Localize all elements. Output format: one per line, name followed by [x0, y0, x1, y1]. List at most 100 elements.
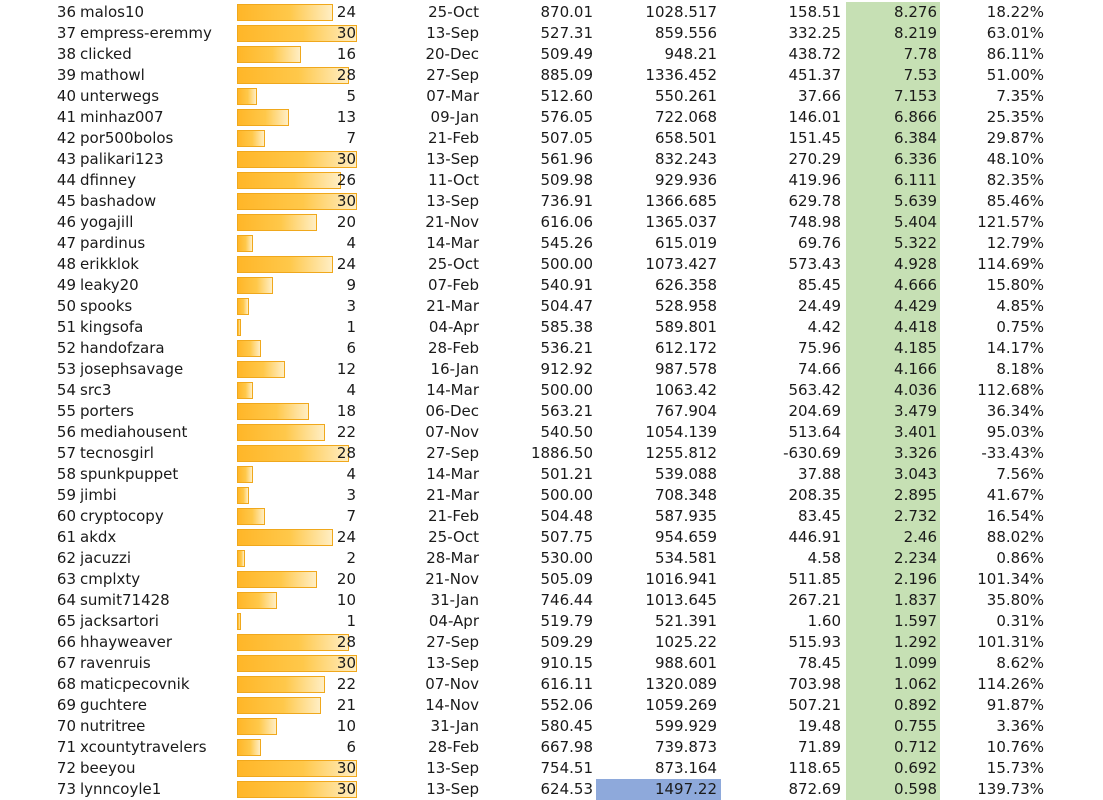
rank-cell[interactable]: 68 — [56, 675, 76, 693]
percent-cell[interactable]: 91.87% — [986, 696, 1044, 714]
value-cell[interactable]: 545.26 — [540, 234, 594, 252]
difference-cell[interactable]: 438.72 — [788, 45, 842, 63]
value-cell[interactable]: 832.243 — [654, 150, 717, 168]
rank-cell[interactable]: 55 — [56, 402, 76, 420]
bar-cell[interactable]: 30 — [236, 149, 358, 170]
value-cell[interactable]: 988.601 — [654, 654, 717, 672]
ratio-cell[interactable]: 1.292 — [846, 632, 940, 653]
bar-cell[interactable]: 30 — [236, 191, 358, 212]
ratio-cell[interactable]: 3.479 — [846, 401, 940, 422]
username-cell[interactable]: palikari123 — [80, 150, 164, 168]
date-cell[interactable]: 28-Feb — [427, 738, 479, 756]
username-cell[interactable]: kingsofa — [80, 318, 144, 336]
percent-cell[interactable]: 0.31% — [996, 612, 1044, 630]
value-cell[interactable]: 736.91 — [540, 192, 594, 210]
ratio-cell[interactable]: 3.043 — [846, 464, 940, 485]
bar-cell[interactable]: 7 — [236, 128, 358, 149]
bar-cell[interactable]: 10 — [236, 716, 358, 737]
percent-cell[interactable]: 15.73% — [986, 759, 1044, 777]
ratio-cell[interactable]: 6.111 — [846, 170, 940, 191]
date-cell[interactable]: 25-Oct — [428, 255, 479, 273]
username-cell[interactable]: mediahousent — [80, 423, 188, 441]
difference-cell[interactable]: 37.66 — [798, 87, 841, 105]
rank-cell[interactable]: 69 — [56, 696, 76, 714]
difference-cell[interactable]: 69.76 — [798, 234, 841, 252]
difference-cell[interactable]: 573.43 — [788, 255, 842, 273]
date-cell[interactable]: 07-Mar — [426, 87, 479, 105]
rank-cell[interactable]: 64 — [56, 591, 76, 609]
date-cell[interactable]: 13-Sep — [426, 654, 479, 672]
username-cell[interactable]: bashadow — [80, 192, 157, 210]
difference-cell[interactable]: 446.91 — [788, 528, 842, 546]
value-cell[interactable]: 1025.22 — [654, 633, 717, 651]
rank-cell[interactable]: 70 — [56, 717, 76, 735]
date-cell[interactable]: 09-Jan — [430, 108, 479, 126]
bar-cell[interactable]: 24 — [236, 527, 358, 548]
difference-cell[interactable]: 511.85 — [788, 570, 842, 588]
value-cell[interactable]: 767.904 — [654, 402, 717, 420]
rank-cell[interactable]: 42 — [56, 129, 76, 147]
value-cell[interactable]: 859.556 — [654, 24, 717, 42]
difference-cell[interactable]: 563.42 — [788, 381, 842, 399]
ratio-cell[interactable]: 4.418 — [846, 317, 940, 338]
ratio-cell[interactable]: 4.666 — [846, 275, 940, 296]
bar-cell[interactable]: 10 — [236, 590, 358, 611]
percent-cell[interactable]: 7.35% — [996, 87, 1044, 105]
value-cell[interactable]: 1366.685 — [645, 192, 717, 210]
username-cell[interactable]: empress-eremmy — [80, 24, 212, 42]
username-cell[interactable]: spunkpuppet — [80, 465, 179, 483]
value-cell[interactable]: 929.936 — [654, 171, 717, 189]
rank-cell[interactable]: 43 — [56, 150, 76, 168]
difference-cell[interactable]: 204.69 — [788, 402, 842, 420]
bar-cell[interactable]: 2 — [236, 548, 358, 569]
value-cell[interactable]: 722.068 — [654, 108, 717, 126]
date-cell[interactable]: 27-Sep — [426, 66, 479, 84]
value-cell[interactable]: 658.501 — [654, 129, 717, 147]
date-cell[interactable]: 27-Sep — [426, 444, 479, 462]
rank-cell[interactable]: 52 — [56, 339, 76, 357]
value-cell[interactable]: 912.92 — [540, 360, 594, 378]
date-cell[interactable]: 13-Sep — [426, 150, 479, 168]
percent-cell[interactable]: 14.17% — [986, 339, 1044, 357]
bar-cell[interactable]: 28 — [236, 632, 358, 653]
rank-cell[interactable]: 51 — [56, 318, 76, 336]
ratio-cell[interactable]: 2.895 — [846, 485, 940, 506]
difference-cell[interactable]: 515.93 — [788, 633, 842, 651]
rank-cell[interactable]: 44 — [56, 171, 76, 189]
value-cell[interactable]: 885.09 — [540, 66, 594, 84]
bar-cell[interactable]: 30 — [236, 23, 358, 44]
ratio-cell[interactable]: 0.692 — [846, 758, 940, 779]
username-cell[interactable]: src3 — [80, 381, 112, 399]
value-cell[interactable]: 667.98 — [540, 738, 594, 756]
value-cell[interactable]: 616.06 — [540, 213, 594, 231]
rank-cell[interactable]: 65 — [56, 612, 76, 630]
value-cell[interactable]: 870.01 — [540, 3, 594, 21]
value-cell[interactable]: 507.75 — [540, 528, 594, 546]
rank-cell[interactable]: 39 — [56, 66, 76, 84]
date-cell[interactable]: 04-Apr — [428, 318, 479, 336]
username-cell[interactable]: pardinus — [80, 234, 146, 252]
rank-cell[interactable]: 56 — [56, 423, 76, 441]
bar-cell[interactable]: 24 — [236, 254, 358, 275]
percent-cell[interactable]: 114.26% — [977, 675, 1044, 693]
difference-cell[interactable]: 85.45 — [798, 276, 841, 294]
date-cell[interactable]: 20-Dec — [425, 45, 479, 63]
username-cell[interactable]: jimbi — [80, 486, 117, 504]
bar-cell[interactable]: 9 — [236, 275, 358, 296]
date-cell[interactable]: 21-Nov — [425, 570, 479, 588]
ratio-cell[interactable]: 7.53 — [846, 65, 940, 86]
value-cell[interactable]: 521.391 — [654, 612, 717, 630]
username-cell[interactable]: minhaz007 — [80, 108, 164, 126]
value-cell[interactable]: 626.358 — [654, 276, 717, 294]
date-cell[interactable]: 13-Sep — [426, 24, 479, 42]
value-cell[interactable]: 539.088 — [654, 465, 717, 483]
username-cell[interactable]: por500bolos — [80, 129, 174, 147]
value-cell[interactable]: 540.91 — [540, 276, 594, 294]
bar-cell[interactable]: 30 — [236, 779, 358, 800]
username-cell[interactable]: cmplxty — [80, 570, 141, 588]
percent-cell[interactable]: 12.79% — [986, 234, 1044, 252]
value-cell[interactable]: 580.45 — [540, 717, 594, 735]
ratio-cell[interactable]: 1.062 — [846, 674, 940, 695]
date-cell[interactable]: 04-Apr — [428, 612, 479, 630]
difference-cell[interactable]: -630.69 — [783, 444, 841, 462]
